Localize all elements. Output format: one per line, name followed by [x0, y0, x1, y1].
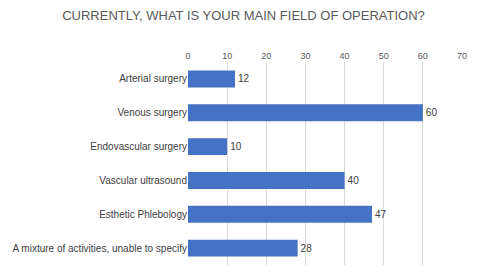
svg-text:40: 40 — [340, 51, 350, 61]
svg-text:30: 30 — [300, 51, 310, 61]
svg-text:28: 28 — [301, 243, 313, 254]
svg-text:Vascular ultrasound: Vascular ultrasound — [99, 175, 187, 186]
svg-text:50: 50 — [379, 51, 389, 61]
svg-text:60: 60 — [426, 107, 438, 118]
svg-text:A mixture of activities, unabl: A mixture of activities, unable to speci… — [12, 243, 187, 254]
svg-text:Endovascular surgery: Endovascular surgery — [90, 141, 187, 152]
svg-text:Venous surgery: Venous surgery — [118, 107, 188, 118]
svg-text:40: 40 — [348, 175, 360, 186]
svg-text:47: 47 — [375, 209, 387, 220]
svg-text:70: 70 — [457, 51, 467, 61]
svg-text:20: 20 — [261, 51, 271, 61]
svg-text:60: 60 — [418, 51, 428, 61]
svg-text:Esthetic Phlebology: Esthetic Phlebology — [99, 209, 187, 220]
svg-text:CURRENTLY, WHAT IS YOUR MAIN F: CURRENTLY, WHAT IS YOUR MAIN FIELD OF OP… — [62, 8, 425, 23]
svg-text:Arterial surgery: Arterial surgery — [119, 73, 187, 84]
svg-text:12: 12 — [238, 73, 250, 84]
svg-text:0: 0 — [185, 51, 190, 61]
svg-text:10: 10 — [222, 51, 232, 61]
svg-text:10: 10 — [230, 141, 242, 152]
